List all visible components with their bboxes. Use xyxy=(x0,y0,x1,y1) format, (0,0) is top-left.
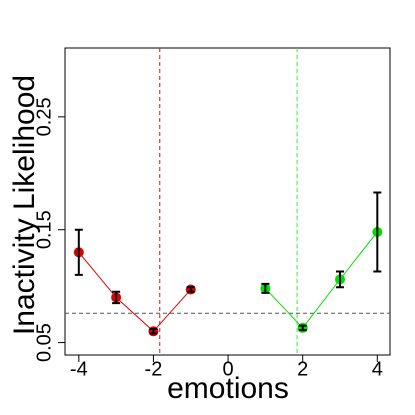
error-bar xyxy=(186,286,195,293)
error-bar xyxy=(336,270,344,289)
error-bar xyxy=(74,228,83,276)
x-tick-label: 2 xyxy=(297,358,308,380)
series-line xyxy=(265,231,378,329)
y-axis-label: Inactivity Likelihood xyxy=(8,75,41,335)
error-bar xyxy=(373,191,382,273)
x-tick-label: 0 xyxy=(222,358,233,380)
y-tick-label: 0.25 xyxy=(33,97,55,136)
error-bar xyxy=(298,324,307,332)
x-tick-label: -4 xyxy=(70,358,88,380)
error-bar xyxy=(112,290,121,305)
error-bar xyxy=(149,328,158,335)
series-line xyxy=(78,251,192,333)
plot-frame xyxy=(64,47,391,356)
y-tick-label: 0.15 xyxy=(33,210,55,249)
x-tick-label: -2 xyxy=(145,358,163,380)
x-tick-label: 4 xyxy=(372,358,383,380)
y-tick-label: 0.05 xyxy=(33,323,55,362)
error-bar xyxy=(261,282,270,294)
x-axis-label: emotions xyxy=(167,372,289,405)
